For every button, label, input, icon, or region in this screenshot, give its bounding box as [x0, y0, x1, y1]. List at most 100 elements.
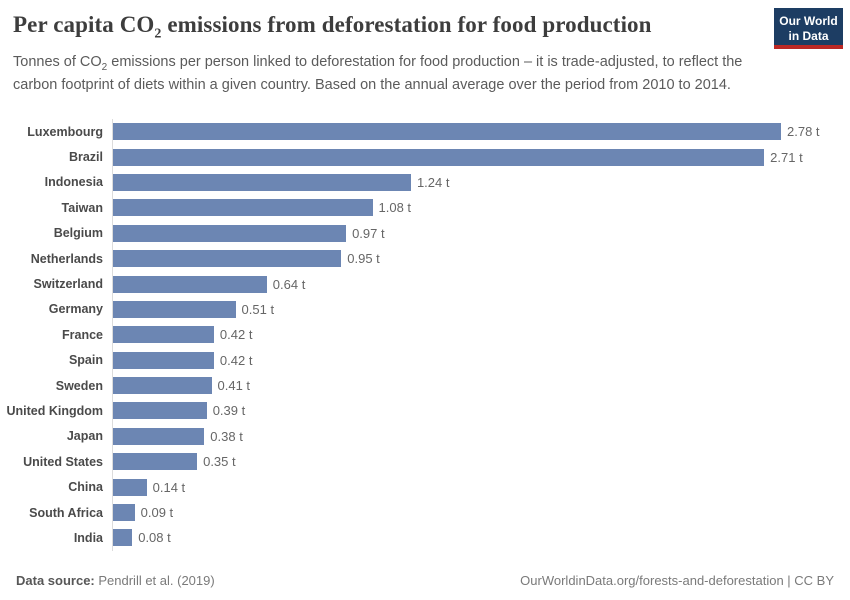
bar-row: Indonesia 1.24 t: [0, 169, 850, 196]
bar: [113, 275, 267, 293]
chart-subtitle-text-tail: emissions per person linked to deforesta…: [13, 53, 743, 93]
bar: [113, 402, 207, 420]
bar-row: Belgium 0.97 t: [0, 220, 850, 246]
bar-value-label: 0.51 t: [241, 301, 275, 317]
bar: [113, 504, 135, 522]
data-source-value: Pendrill et al. (2019): [94, 573, 215, 588]
bar-track: 0.09 t: [112, 499, 850, 526]
bar: [113, 351, 214, 369]
bar: [113, 148, 765, 166]
bar-track: 2.71 t: [112, 144, 850, 170]
bar-row: Germany 0.51 t: [0, 296, 850, 323]
country-label: France: [62, 327, 103, 342]
bar-row: United States 0.35 t: [0, 449, 850, 475]
bar: [113, 123, 781, 141]
chart-footer: Data source: Pendrill et al. (2019) OurW…: [16, 573, 834, 588]
chart-title-subscript: 2: [154, 26, 162, 42]
bar-row: China 0.14 t: [0, 474, 850, 500]
bar-value-label: 0.38 t: [210, 428, 243, 444]
bar-rows: Luxembourg 2.78 t Brazil 2.71 t Indonesia 1.2…: [0, 119, 850, 551]
bar: [113, 199, 373, 217]
owid-logo-line2: in Data: [788, 29, 829, 43]
bar-track: 2.78 t: [112, 119, 850, 145]
country-label: India: [73, 530, 103, 545]
bar-track: 0.39 t: [112, 398, 850, 424]
bar-track: 0.08 t: [112, 525, 850, 551]
country-label: Netherlands: [30, 251, 103, 266]
bar-track: 1.08 t: [112, 195, 850, 221]
bar-chart: Luxembourg 2.78 t Brazil 2.71 t Indonesia 1.2…: [0, 119, 850, 551]
bar-value-label: 0.64 t: [272, 276, 306, 292]
bar: [113, 478, 147, 496]
bar-row: India 0.08 t: [0, 525, 850, 551]
country-label: Germany: [48, 302, 103, 317]
bar-track: 1.24 t: [112, 169, 850, 196]
bar-row: Brazil 2.71 t: [0, 144, 850, 170]
bar-value-label: 1.24 t: [416, 174, 450, 190]
bar-value-label: 0.35 t: [203, 454, 236, 470]
bar: [113, 529, 133, 547]
bar-value-label: 0.39 t: [212, 403, 246, 419]
country-label: Brazil: [68, 150, 103, 165]
bar: [113, 224, 347, 242]
bar-value-label: 0.08 t: [138, 530, 171, 546]
bar-row: France 0.42 t: [0, 322, 850, 348]
bar-value-label: 1.08 t: [378, 200, 412, 216]
country-label: Japan: [66, 429, 103, 444]
bar-track: 0.42 t: [112, 347, 850, 373]
bar: [113, 453, 198, 471]
owid-logo[interactable]: Our World in Data: [774, 8, 843, 49]
data-source: Data source: Pendrill et al. (2019): [16, 573, 215, 588]
bar-row: Luxembourg 2.78 t: [0, 119, 850, 145]
bar: [113, 300, 236, 318]
bar-value-label: 2.78 t: [787, 124, 820, 140]
bar: [113, 377, 212, 395]
country-label: Belgium: [53, 226, 103, 241]
bar: [113, 250, 342, 268]
country-label: Switzerland: [33, 277, 103, 292]
bar-row: South Africa 0.09 t: [0, 499, 850, 526]
bar: [113, 326, 214, 344]
bar-track: 0.38 t: [112, 423, 850, 450]
bar-track: 0.35 t: [112, 449, 850, 475]
data-source-label: Data source:: [16, 573, 95, 588]
bar-track: 0.14 t: [112, 474, 850, 500]
chart-subtitle-text: Tonnes of CO: [13, 53, 102, 70]
bar-track: 0.64 t: [112, 271, 850, 297]
chart-title-text-tail: emissions from deforestation for food pr…: [161, 12, 652, 37]
bar-row: Spain 0.42 t: [0, 347, 850, 373]
owid-logo-line1: Our World: [779, 14, 838, 28]
bar-value-label: 0.41 t: [217, 378, 251, 394]
chart-title: Per capita CO2 emissions from deforestat…: [13, 12, 834, 43]
bar-track: 0.51 t: [112, 296, 850, 323]
bar-track: 0.41 t: [112, 372, 850, 399]
bar-track: 0.97 t: [112, 220, 850, 246]
bar-value-label: 0.42 t: [219, 327, 253, 343]
chart-title-text: Per capita CO: [13, 12, 155, 37]
bar-row: Switzerland 0.64 t: [0, 271, 850, 297]
bar: [113, 427, 205, 445]
bar-row: Taiwan 1.08 t: [0, 195, 850, 221]
bar-row: United Kingdom 0.39 t: [0, 398, 850, 424]
bar-row: Sweden 0.41 t: [0, 372, 850, 399]
bar: [113, 173, 411, 191]
country-label: Taiwan: [61, 200, 103, 215]
country-label: South Africa: [29, 505, 103, 520]
country-label: United Kingdom: [6, 403, 103, 418]
country-label: Spain: [68, 353, 103, 368]
chart-subtitle-subscript: 2: [101, 61, 108, 73]
country-label: Indonesia: [44, 175, 103, 190]
bar-track: 0.42 t: [112, 322, 850, 348]
country-label: Luxembourg: [27, 124, 103, 139]
bar-value-label: 0.97 t: [352, 225, 385, 241]
chart-subtitle: Tonnes of CO2 emissions per person linke…: [13, 52, 758, 96]
bar-value-label: 2.71 t: [770, 149, 803, 165]
chart-header: Per capita CO2 emissions from deforestat…: [13, 8, 843, 96]
bar-value-label: 0.42 t: [219, 352, 253, 368]
footer-url[interactable]: OurWorldinData.org/forests-and-deforesta…: [520, 573, 834, 588]
country-label: China: [68, 480, 103, 495]
bar-value-label: 0.95 t: [347, 251, 380, 267]
bar-track: 0.95 t: [112, 245, 850, 272]
bar-row: Japan 0.38 t: [0, 423, 850, 450]
